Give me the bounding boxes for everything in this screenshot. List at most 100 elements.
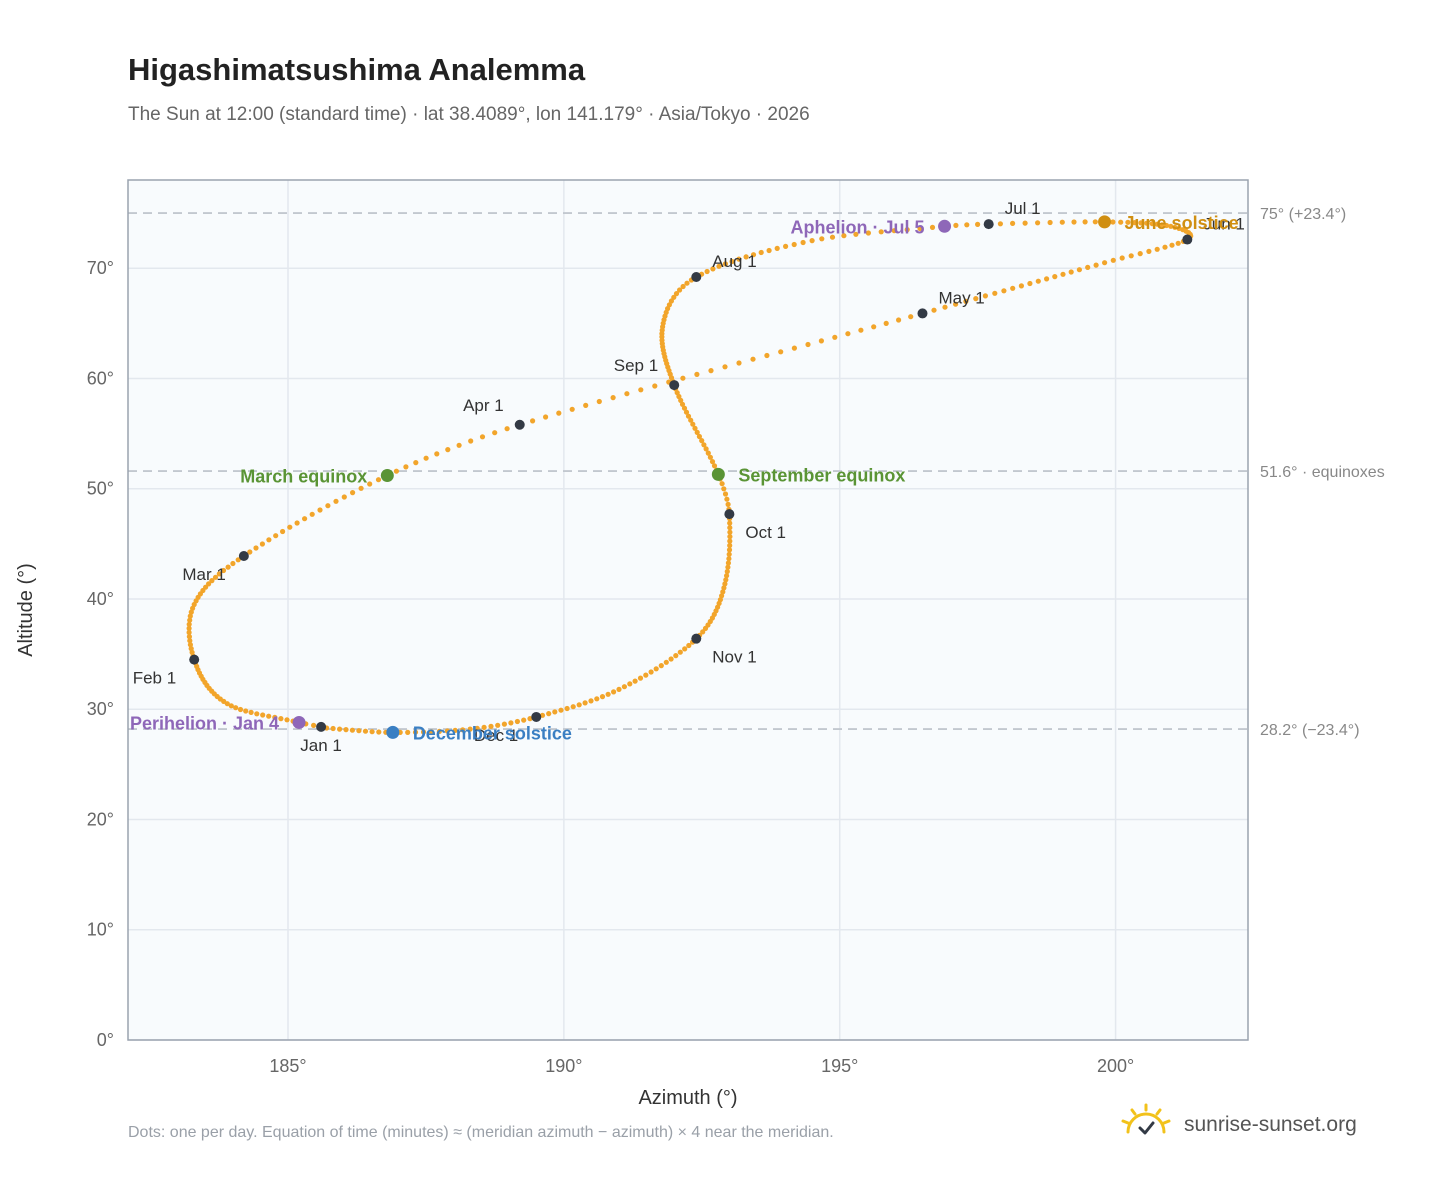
day-dot [594, 696, 600, 702]
month-dot [189, 654, 200, 665]
reference-lines: 75° (+23.4°) 51.6° · equinoxes 28.2° (−23.… [128, 206, 1385, 739]
day-dot [558, 707, 564, 713]
day-dot [783, 243, 789, 249]
day-dot [375, 477, 382, 483]
day-dot [1119, 255, 1125, 261]
day-dot [673, 291, 680, 297]
day-dot [367, 481, 373, 487]
grid-lines [128, 180, 1248, 1041]
day-dot [273, 533, 279, 539]
day-dot [501, 721, 507, 727]
month-dot [531, 711, 542, 722]
day-dot [1132, 220, 1138, 226]
day-dot [658, 663, 664, 669]
month-label: Mar 1 [182, 565, 225, 584]
chart-title: Higashimatsushima Analemma [128, 52, 586, 87]
brand-logo[interactable]: sunrise-sunset.org [1120, 1102, 1357, 1147]
day-dot [1138, 220, 1144, 226]
month-label: Dec 1 [474, 726, 518, 745]
day-dot [1176, 225, 1182, 231]
day-dot [588, 698, 594, 704]
day-dot [964, 222, 970, 228]
day-dot [832, 334, 838, 340]
day-dot [709, 459, 716, 465]
month-dot [917, 308, 928, 319]
x-axis-ticks: 185° 190° 195° 200° [269, 1056, 1134, 1076]
month-label: Feb 1 [133, 669, 176, 688]
y-axis-ticks: 0° 10° 20° 30° 40° 50° 60° 70° [87, 258, 114, 1050]
day-dot [325, 503, 331, 509]
day-dot [570, 704, 576, 710]
day-dot [684, 280, 690, 286]
month-dot [691, 272, 702, 283]
month-label: Jun 1 [1203, 215, 1245, 234]
day-dot [233, 705, 239, 711]
day-dot [228, 703, 234, 709]
day-dot [1110, 219, 1116, 225]
event-dot [938, 219, 952, 233]
day-dot [725, 501, 731, 507]
day-dot [302, 516, 308, 522]
day-dot [216, 571, 222, 577]
day-dot [186, 629, 192, 636]
day-dot [719, 481, 725, 487]
day-dot [653, 666, 659, 672]
day-dot [280, 528, 286, 535]
event-label: June solstice [1125, 213, 1239, 233]
day-dot [362, 728, 369, 734]
event-dot [380, 468, 394, 482]
day-dot [350, 490, 356, 496]
day-dot [699, 438, 705, 444]
month-label: Sep 1 [614, 356, 658, 375]
day-dot [260, 712, 266, 718]
day-dot [680, 283, 686, 290]
day-dot [1154, 221, 1160, 227]
day-dot [1168, 223, 1174, 229]
day-dot [791, 345, 798, 351]
day-dot [700, 629, 706, 635]
day-dot [917, 225, 923, 232]
day-dot [766, 247, 772, 254]
day-dot [616, 686, 622, 693]
day-dot [444, 728, 450, 734]
day-dot [1035, 220, 1041, 226]
day-dot [727, 520, 733, 526]
day-dot [800, 239, 806, 246]
day-dot [1144, 220, 1150, 226]
day-dot [818, 338, 825, 344]
day-dot [253, 545, 259, 551]
day-dot [456, 442, 462, 448]
day-dot [369, 729, 375, 735]
day-dot [632, 678, 638, 684]
day-dot [750, 356, 756, 362]
day-dot [724, 568, 730, 575]
month-markers: Jan 1 Feb 1 Mar 1 Apr 1 May 1 Jun 1 Jul 1 Aug 1… [133, 199, 1245, 755]
day-dot [1044, 276, 1050, 282]
day-dot [676, 393, 682, 400]
day-dot [1010, 285, 1016, 291]
day-dot [1071, 219, 1077, 225]
day-dot [845, 331, 851, 337]
day-dot [758, 249, 764, 256]
day-dot [1022, 220, 1028, 226]
day-dot [1110, 257, 1116, 263]
day-dot [942, 304, 948, 310]
day-dot [436, 728, 442, 735]
day-dot [420, 729, 427, 735]
day-dot [722, 491, 729, 497]
day-dot [1163, 222, 1170, 229]
day-dot [1068, 269, 1074, 275]
plot-border [127, 179, 1249, 1041]
day-dot [819, 236, 825, 242]
day-dot [254, 711, 260, 717]
day-dot [1060, 271, 1066, 277]
day-dot [188, 646, 194, 652]
day-dot [1172, 224, 1178, 230]
day-dot [982, 293, 989, 299]
day-dot [729, 258, 735, 265]
x-tick-label: 190° [545, 1056, 582, 1076]
day-dot [206, 581, 212, 587]
day-dot [696, 433, 703, 440]
x-tick-label: 200° [1097, 1056, 1134, 1076]
day-dot [992, 290, 998, 296]
